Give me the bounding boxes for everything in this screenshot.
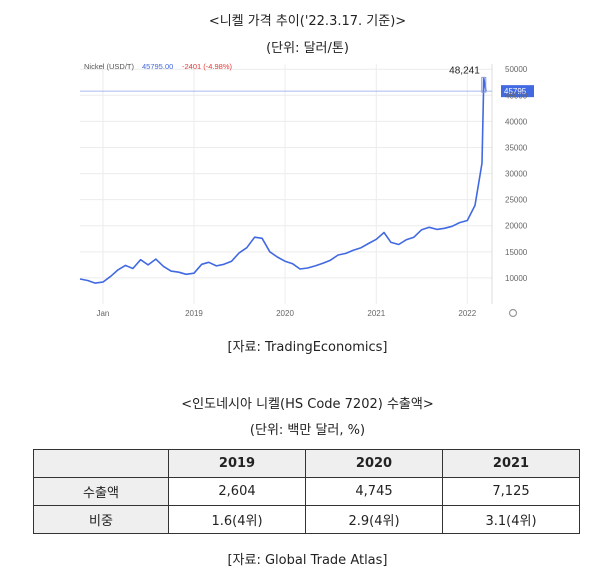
table-unit: (단위: 백만 달러, %) [249, 423, 366, 438]
x-tick-label: Jan [96, 309, 109, 318]
chart-title: <니켈 가격 추이('22.3.17. 기준)> [208, 14, 407, 29]
y-tick-label: 10000 [505, 274, 528, 283]
table-row: 수출액 2,604 4,745 7,125 [33, 477, 580, 506]
y-tick-label: 30000 [505, 170, 528, 179]
table-row-label: 수출액 [33, 477, 169, 506]
y-tick-label: 50000 [505, 65, 528, 74]
chart-source: [자료: TradingEconomics] [227, 340, 388, 355]
table-cell: 3.1(4위) [442, 505, 580, 534]
table-header-row: 2019 2020 2021 [33, 449, 580, 478]
x-tick-label: 2019 [185, 309, 203, 318]
chart-unit: (단위: 달러/톤) [266, 41, 349, 56]
peak-value-label: 48,241 [449, 65, 480, 76]
table-cell: 7,125 [442, 477, 580, 506]
y-tick-label: 20000 [505, 222, 528, 231]
table-header-2021: 2021 [442, 449, 580, 478]
table-source: [자료: Global Trade Atlas] [227, 553, 388, 568]
legend-value: 45795.00 [142, 62, 173, 71]
table-cell: 4,745 [305, 477, 443, 506]
table-cell: 1.6(4위) [168, 505, 306, 534]
table-cell: 2,604 [168, 477, 306, 506]
nickel-price-chart: 45795 48,241 10000 15000 20000 25000 30000 350… [79, 62, 534, 318]
table-cell: 2.9(4위) [305, 505, 443, 534]
nickel-price-line [79, 77, 487, 284]
table-row-label: 비중 [33, 505, 169, 534]
x-tick-label: 2021 [367, 309, 385, 318]
last-value-label: 45795 [504, 87, 527, 96]
y-tick-label: 40000 [505, 117, 528, 126]
y-tick-label: 45000 [505, 91, 528, 100]
export-table: 2019 2020 2021 수출액 2,604 4,745 7,125 비중 … [33, 449, 580, 534]
gear-icon [508, 308, 518, 318]
table-header-corner [33, 449, 169, 478]
last-value-badge [501, 85, 534, 98]
table-title: <인도네시아 니켈(HS Code 7202) 수출액> [181, 397, 434, 412]
x-tick-label: 2020 [276, 309, 294, 318]
y-tick-label: 15000 [505, 248, 528, 257]
peak-marker [481, 76, 487, 93]
table-header-2019: 2019 [168, 449, 306, 478]
x-tick-label: 2022 [458, 309, 476, 318]
y-tick-label: 25000 [505, 196, 528, 205]
legend-name: Nickel (USD/T) [84, 62, 135, 71]
table-header-2020: 2020 [305, 449, 443, 478]
table-row: 비중 1.6(4위) 2.9(4위) 3.1(4위) [33, 505, 580, 534]
legend-change: -2401 (-4.98%) [182, 62, 233, 71]
y-tick-label: 35000 [505, 143, 528, 152]
